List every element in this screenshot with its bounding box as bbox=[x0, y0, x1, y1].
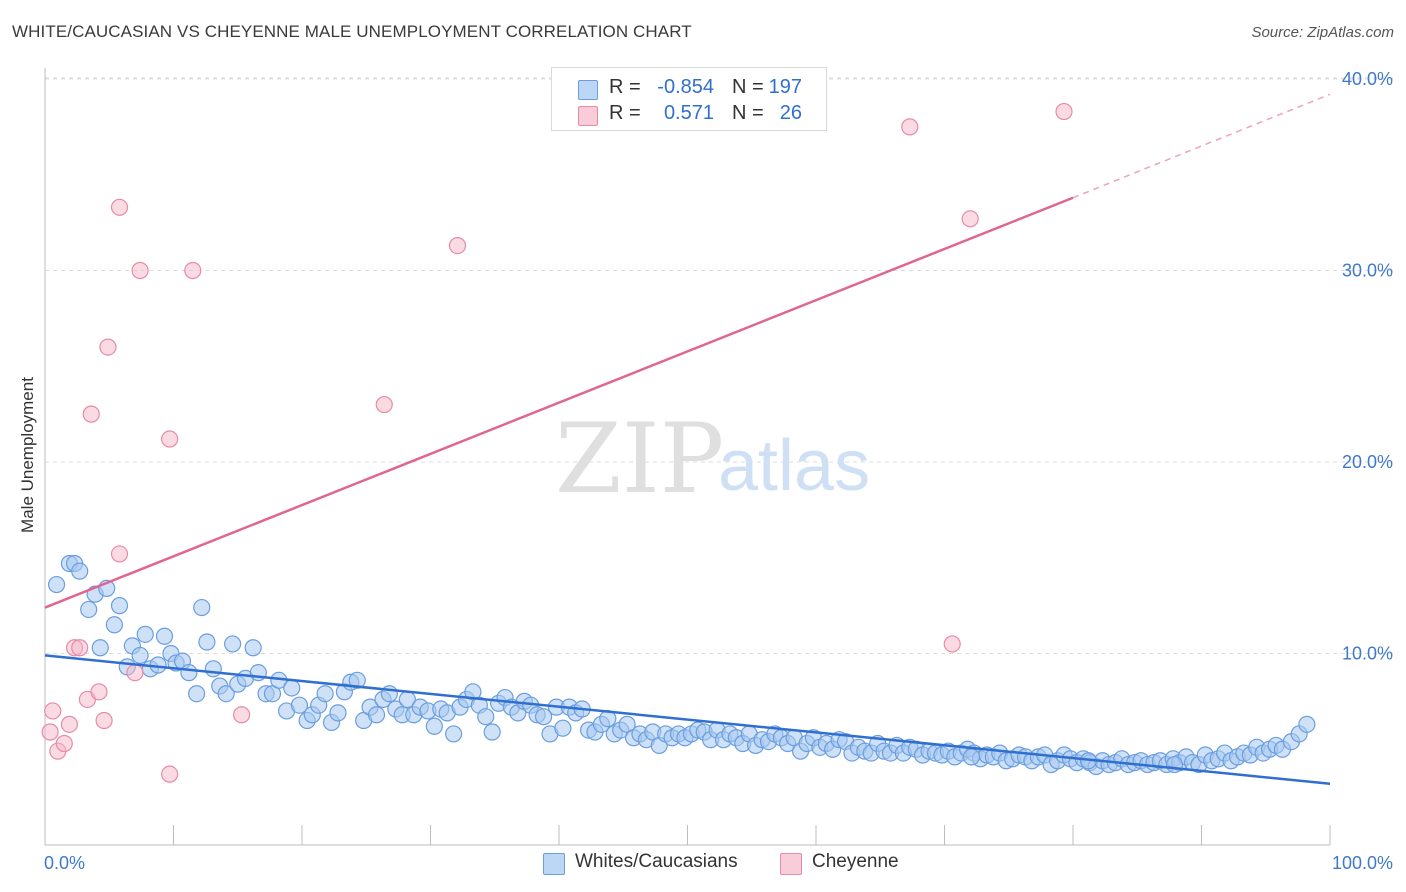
point-whites bbox=[188, 685, 206, 703]
point-cheyenne bbox=[82, 405, 100, 423]
point-whites bbox=[329, 704, 347, 722]
point-whites bbox=[136, 625, 154, 643]
point-whites bbox=[204, 660, 222, 678]
point-whites bbox=[1165, 755, 1184, 774]
point-whites bbox=[47, 575, 66, 594]
legend-row-whites: R = -0.854 N = 197 bbox=[552, 76, 826, 102]
point-cheyenne bbox=[1055, 102, 1073, 121]
x-tick-label-min: 0.0% bbox=[44, 853, 85, 873]
trendline-whites bbox=[44, 654, 1331, 785]
point-whites bbox=[80, 600, 98, 619]
point-whites bbox=[348, 671, 366, 689]
point-cheyenne bbox=[99, 338, 117, 356]
point-cheyenne bbox=[126, 664, 144, 682]
legend-r-label: R = bbox=[609, 76, 641, 98]
point-cheyenne bbox=[110, 545, 129, 563]
legend-r-value: -0.854 bbox=[657, 76, 714, 98]
point-whites bbox=[483, 723, 501, 741]
point-cheyenne bbox=[448, 237, 467, 255]
point-whites bbox=[217, 685, 235, 703]
point-whites bbox=[445, 725, 463, 743]
point-whites bbox=[477, 708, 495, 726]
y-tick-label: 40.0% bbox=[1342, 69, 1393, 89]
y-tick-label: 20.0% bbox=[1342, 452, 1393, 472]
point-whites bbox=[962, 748, 981, 766]
point-whites bbox=[180, 664, 198, 682]
bottom-legend-label-whites: Whites/Caucasians bbox=[575, 851, 738, 872]
point-cheyenne bbox=[961, 210, 979, 228]
trendline-cheyenne bbox=[44, 196, 1074, 609]
legend-swatch-whites bbox=[578, 80, 598, 100]
point-whites bbox=[224, 635, 242, 653]
point-whites bbox=[244, 639, 262, 657]
x-tick-label-max: 100.0% bbox=[1332, 853, 1393, 873]
point-whites bbox=[131, 646, 149, 665]
bottom-legend-swatch-whites bbox=[543, 853, 565, 875]
watermark-zip: ZIP bbox=[555, 403, 724, 515]
legend-n-value: 197 bbox=[768, 76, 802, 98]
point-cheyenne bbox=[44, 702, 62, 720]
point-whites bbox=[290, 696, 309, 714]
point-cheyenne bbox=[60, 715, 79, 733]
correlation-legend: R = -0.854 N = 197 R = 0.571 N = 26 bbox=[551, 67, 827, 131]
point-whites bbox=[110, 597, 129, 615]
point-cheyenne bbox=[131, 261, 149, 280]
point-whites bbox=[283, 679, 301, 697]
bottom-legend-label-cheyenne: Cheyenne bbox=[812, 851, 899, 872]
point-whites bbox=[71, 562, 89, 580]
point-cheyenne bbox=[161, 430, 179, 448]
point-whites bbox=[367, 706, 386, 724]
legend-n-value: 26 bbox=[779, 102, 802, 124]
y-tick-label: 30.0% bbox=[1342, 261, 1393, 281]
point-whites bbox=[554, 719, 572, 737]
chart-source: Source: ZipAtlas.com bbox=[1251, 24, 1394, 41]
point-cheyenne bbox=[901, 118, 919, 136]
point-cheyenne bbox=[55, 734, 73, 753]
point-cheyenne bbox=[161, 765, 179, 783]
point-cheyenne bbox=[375, 395, 393, 414]
point-whites bbox=[425, 717, 443, 735]
point-cheyenne bbox=[233, 706, 251, 724]
point-whites bbox=[198, 633, 216, 651]
legend-n-label: N = bbox=[732, 102, 764, 124]
point-whites bbox=[193, 598, 211, 617]
y-axis-label: Male Unemployment bbox=[18, 377, 37, 533]
point-whites bbox=[316, 685, 334, 703]
legend-swatch-cheyenne bbox=[578, 106, 598, 126]
trendline-cheyenne-extension bbox=[1072, 93, 1331, 199]
y-tick-label: 10.0% bbox=[1342, 644, 1393, 664]
legend-r-label: R = bbox=[609, 102, 641, 124]
point-whites bbox=[91, 639, 109, 657]
point-cheyenne bbox=[184, 261, 202, 280]
point-cheyenne bbox=[90, 683, 108, 701]
watermark-atlas: atlas bbox=[718, 426, 870, 506]
point-whites bbox=[534, 708, 553, 726]
legend-r-value: 0.571 bbox=[663, 102, 714, 124]
point-cheyenne bbox=[943, 635, 961, 653]
point-whites bbox=[105, 616, 123, 634]
legend-n-label: N = bbox=[732, 76, 764, 98]
bottom-legend-swatch-cheyenne bbox=[780, 853, 802, 875]
point-cheyenne bbox=[95, 711, 113, 730]
point-whites bbox=[155, 627, 174, 645]
point-cheyenne bbox=[71, 639, 89, 657]
point-cheyenne bbox=[110, 198, 129, 216]
chart-title: WHITE/CAUCASIAN VS CHEYENNE MALE UNEMPLO… bbox=[12, 22, 692, 41]
legend-row-cheyenne: R = 0.571 N = 26 bbox=[552, 102, 826, 128]
point-whites bbox=[1298, 715, 1316, 733]
point-cheyenne bbox=[41, 723, 59, 741]
